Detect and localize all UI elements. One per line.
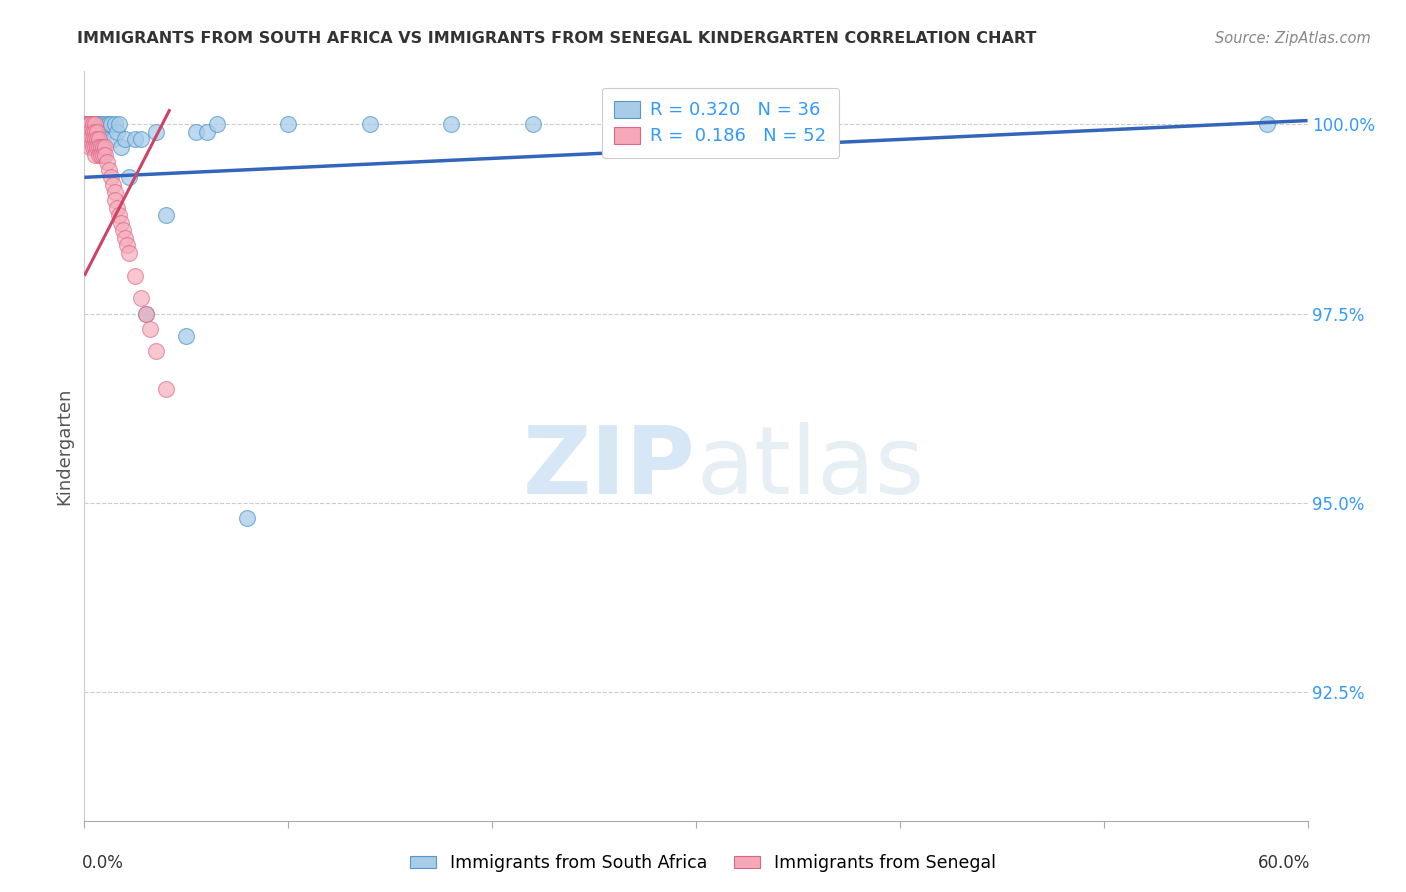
Point [96, 155, 118, 169]
Point [155, 208, 177, 222]
Point [86, 117, 108, 131]
Text: ZIP: ZIP [523, 423, 696, 515]
Point [131, 132, 153, 146]
Point [522, 117, 544, 131]
Point [90, 147, 112, 161]
Point [135, 307, 157, 321]
Point [83, 117, 105, 131]
Point [82, 140, 104, 154]
Point [104, 186, 127, 200]
Point [83, 125, 105, 139]
Point [440, 117, 463, 131]
Point [82, 117, 104, 131]
Point [90, 117, 112, 131]
Point [82, 117, 104, 131]
Point [100, 170, 122, 185]
Point [145, 344, 167, 359]
Text: 60.0%: 60.0% [1257, 855, 1310, 872]
Point [124, 132, 146, 146]
Legend: R = 0.320   N = 36, R =  0.186   N = 52: R = 0.320 N = 36, R = 0.186 N = 52 [602, 88, 839, 158]
Point [195, 125, 218, 139]
Point [101, 132, 124, 146]
Point [115, 238, 138, 252]
Point [138, 321, 160, 335]
Text: IMMIGRANTS FROM SOUTH AFRICA VS IMMIGRANTS FROM SENEGAL KINDERGARTEN CORRELATION: IMMIGRANTS FROM SOUTH AFRICA VS IMMIGRAN… [77, 31, 1036, 46]
Point [359, 117, 381, 131]
Point [83, 117, 105, 131]
Point [174, 329, 197, 343]
Point [155, 382, 177, 396]
Point [186, 125, 208, 139]
Text: atlas: atlas [696, 423, 924, 515]
Point [77, 117, 100, 131]
Point [108, 208, 131, 222]
Point [110, 140, 132, 154]
Point [79, 140, 101, 154]
Point [112, 223, 135, 237]
Point [87, 147, 110, 161]
Point [93, 140, 115, 154]
Point [87, 140, 110, 154]
Point [75, 132, 97, 146]
Point [105, 125, 128, 139]
Point [75, 117, 97, 131]
Text: 0.0%: 0.0% [82, 855, 124, 872]
Point [97, 117, 120, 131]
Point [75, 125, 97, 139]
Point [100, 117, 122, 131]
Point [77, 132, 100, 146]
Point [77, 117, 100, 131]
Point [124, 268, 146, 283]
Point [79, 125, 101, 139]
Point [77, 125, 100, 139]
Point [75, 117, 97, 131]
Point [90, 125, 112, 139]
Point [277, 117, 299, 131]
Point [1256, 117, 1278, 131]
Point [114, 231, 136, 245]
Point [104, 193, 127, 207]
Point [205, 117, 228, 131]
Point [83, 147, 105, 161]
Point [83, 140, 105, 154]
Y-axis label: Kindergarten: Kindergarten [55, 387, 73, 505]
Point [131, 292, 153, 306]
Point [236, 511, 259, 525]
Point [93, 125, 115, 139]
Point [87, 117, 110, 131]
Point [87, 132, 110, 146]
Point [101, 178, 124, 192]
Point [90, 140, 112, 154]
Point [145, 125, 167, 139]
Point [91, 147, 114, 161]
Point [86, 140, 108, 154]
Point [83, 132, 105, 146]
Point [91, 140, 114, 154]
Point [82, 132, 104, 146]
Point [97, 162, 120, 177]
Point [114, 132, 136, 146]
Point [77, 117, 100, 131]
Point [108, 117, 131, 131]
Point [118, 170, 141, 185]
Point [79, 117, 101, 131]
Point [82, 125, 104, 139]
Point [104, 117, 127, 131]
Point [135, 307, 157, 321]
Point [105, 201, 128, 215]
Point [118, 246, 141, 260]
Point [96, 117, 118, 131]
Legend: Immigrants from South Africa, Immigrants from Senegal: Immigrants from South Africa, Immigrants… [404, 847, 1002, 879]
Point [79, 132, 101, 146]
Point [93, 147, 115, 161]
Point [110, 216, 132, 230]
Point [91, 117, 114, 131]
Point [79, 117, 101, 131]
Point [86, 132, 108, 146]
Point [86, 125, 108, 139]
Text: Source: ZipAtlas.com: Source: ZipAtlas.com [1215, 31, 1371, 46]
Point [79, 117, 101, 131]
